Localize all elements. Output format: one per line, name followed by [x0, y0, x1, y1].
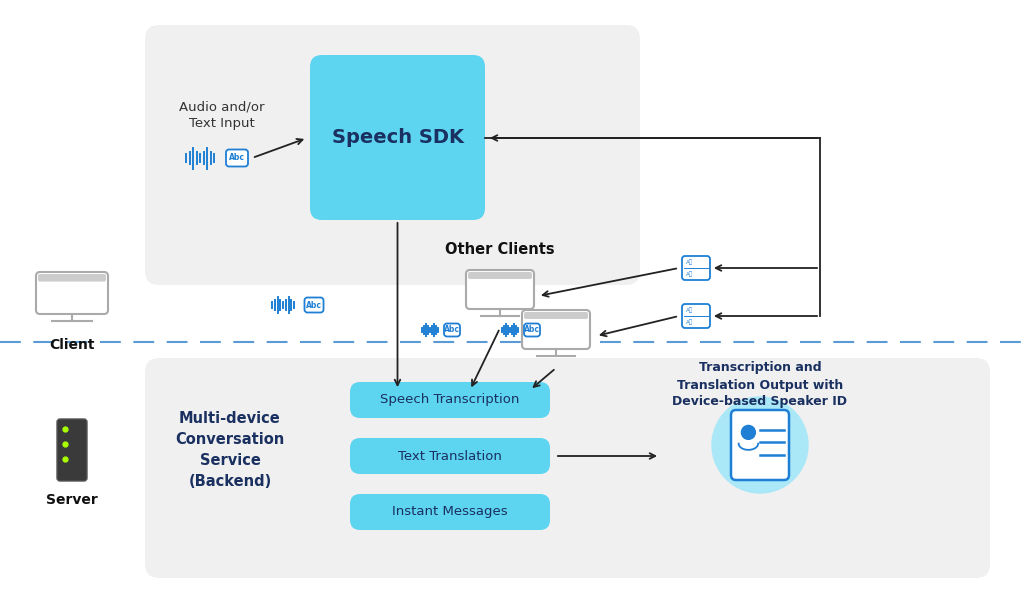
Text: Transcription and
Translation Output with
Device-based Speaker ID: Transcription and Translation Output wit… [672, 362, 847, 408]
Text: A翻: A翻 [686, 307, 693, 313]
Text: Audio and/or
Text Input: Audio and/or Text Input [179, 101, 265, 130]
FancyBboxPatch shape [522, 310, 590, 349]
Text: Speech SDK: Speech SDK [332, 128, 464, 147]
FancyBboxPatch shape [681, 304, 710, 328]
Text: Abc: Abc [229, 154, 245, 162]
Text: Abc: Abc [444, 326, 460, 335]
Text: Other Clients: Other Clients [445, 242, 555, 257]
Text: Text Translation: Text Translation [398, 449, 502, 463]
FancyBboxPatch shape [681, 256, 710, 280]
FancyBboxPatch shape [350, 494, 550, 530]
Text: A翻: A翻 [686, 319, 693, 325]
FancyBboxPatch shape [524, 323, 540, 336]
FancyBboxPatch shape [226, 150, 248, 166]
Text: Instant Messages: Instant Messages [392, 505, 508, 519]
FancyBboxPatch shape [350, 382, 550, 418]
Text: Server: Server [46, 493, 98, 507]
FancyBboxPatch shape [310, 55, 485, 220]
FancyBboxPatch shape [57, 419, 87, 481]
FancyBboxPatch shape [466, 270, 534, 309]
Text: Abc: Abc [524, 326, 540, 335]
FancyBboxPatch shape [468, 272, 532, 279]
FancyBboxPatch shape [145, 358, 990, 578]
Text: Client: Client [49, 338, 95, 352]
Circle shape [741, 426, 756, 440]
Text: Multi-device
Conversation
Service
(Backend): Multi-device Conversation Service (Backe… [175, 411, 285, 489]
FancyBboxPatch shape [524, 312, 588, 319]
FancyBboxPatch shape [145, 25, 640, 285]
Circle shape [712, 397, 808, 493]
Text: A翻: A翻 [686, 271, 693, 277]
Text: Speech Transcription: Speech Transcription [380, 394, 520, 406]
FancyBboxPatch shape [731, 410, 789, 480]
FancyBboxPatch shape [444, 323, 460, 336]
FancyBboxPatch shape [304, 297, 324, 312]
FancyBboxPatch shape [38, 274, 106, 282]
FancyBboxPatch shape [36, 272, 108, 314]
Text: Abc: Abc [306, 300, 322, 309]
FancyBboxPatch shape [350, 438, 550, 474]
Text: A翻: A翻 [686, 259, 693, 265]
